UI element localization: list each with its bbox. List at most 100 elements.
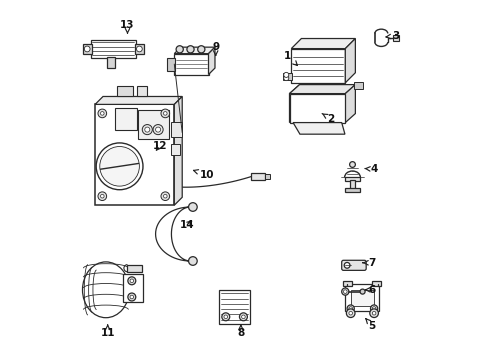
Text: 7: 7: [362, 258, 375, 268]
Polygon shape: [291, 39, 355, 49]
Circle shape: [344, 262, 349, 268]
Circle shape: [369, 309, 378, 318]
Bar: [353, 82, 362, 89]
Circle shape: [168, 154, 173, 159]
Circle shape: [188, 257, 197, 265]
Bar: [171, 144, 180, 155]
Bar: [345, 284, 379, 311]
Polygon shape: [208, 47, 215, 75]
Circle shape: [348, 311, 352, 315]
Text: 11: 11: [100, 325, 115, 338]
Bar: [143, 153, 167, 160]
Circle shape: [359, 289, 365, 294]
Bar: [250, 173, 265, 180]
Circle shape: [144, 127, 149, 132]
Circle shape: [166, 152, 175, 161]
Circle shape: [348, 307, 352, 310]
Polygon shape: [289, 94, 345, 123]
Polygon shape: [95, 96, 182, 104]
Text: 4: 4: [364, 164, 377, 174]
Bar: [174, 54, 208, 75]
Circle shape: [341, 288, 348, 295]
Bar: [138, 110, 168, 139]
Circle shape: [197, 46, 204, 53]
Bar: [344, 177, 360, 181]
Text: 1: 1: [284, 51, 297, 66]
Bar: [291, 49, 345, 83]
Circle shape: [84, 46, 90, 52]
Bar: [343, 281, 352, 286]
Circle shape: [101, 112, 104, 115]
Text: 3: 3: [385, 31, 399, 41]
Ellipse shape: [82, 262, 129, 318]
Bar: [283, 73, 291, 80]
Bar: [345, 188, 359, 192]
Bar: [95, 104, 174, 205]
Circle shape: [161, 109, 169, 118]
Bar: [107, 57, 115, 68]
Circle shape: [161, 192, 169, 201]
Text: 9: 9: [212, 42, 219, 55]
Circle shape: [163, 112, 167, 115]
Bar: [349, 180, 354, 189]
Polygon shape: [289, 85, 355, 94]
Circle shape: [163, 194, 167, 198]
Circle shape: [239, 313, 247, 321]
Bar: [136, 86, 147, 96]
Polygon shape: [345, 85, 355, 123]
Circle shape: [176, 46, 183, 53]
Circle shape: [98, 192, 106, 201]
FancyBboxPatch shape: [341, 260, 366, 270]
Bar: [167, 58, 175, 71]
Circle shape: [283, 72, 288, 77]
Circle shape: [371, 307, 375, 310]
Polygon shape: [155, 207, 190, 261]
Polygon shape: [345, 39, 355, 83]
Circle shape: [346, 309, 354, 318]
Text: 13: 13: [120, 20, 135, 33]
Circle shape: [343, 290, 346, 293]
Bar: [91, 40, 136, 58]
Circle shape: [241, 315, 244, 319]
Bar: [171, 122, 182, 137]
Polygon shape: [174, 47, 215, 54]
Bar: [371, 281, 381, 286]
Bar: [123, 274, 142, 302]
Circle shape: [188, 203, 197, 211]
Text: 12: 12: [152, 141, 167, 151]
Circle shape: [222, 313, 229, 321]
Bar: [127, 265, 142, 272]
Bar: [350, 290, 373, 306]
Text: 2: 2: [322, 113, 334, 124]
Bar: [219, 290, 249, 324]
Text: 14: 14: [179, 220, 194, 230]
Circle shape: [136, 46, 142, 52]
Circle shape: [101, 194, 104, 198]
Circle shape: [346, 305, 354, 312]
Circle shape: [371, 311, 375, 315]
Circle shape: [127, 293, 136, 301]
Polygon shape: [289, 85, 299, 123]
Circle shape: [142, 125, 152, 135]
Polygon shape: [292, 123, 344, 134]
Circle shape: [130, 295, 133, 299]
Circle shape: [98, 109, 106, 118]
Circle shape: [186, 46, 194, 53]
Circle shape: [155, 127, 160, 132]
Circle shape: [283, 76, 288, 81]
Circle shape: [100, 147, 139, 186]
Text: 5: 5: [365, 319, 375, 331]
Circle shape: [127, 277, 136, 285]
Bar: [115, 108, 136, 130]
Circle shape: [349, 162, 355, 167]
Text: 6: 6: [365, 285, 375, 295]
Bar: [264, 174, 269, 179]
Circle shape: [153, 125, 163, 135]
Bar: [134, 44, 143, 54]
Text: 8: 8: [237, 325, 244, 338]
Polygon shape: [174, 96, 182, 205]
Circle shape: [96, 143, 142, 190]
Circle shape: [130, 279, 133, 283]
Bar: [392, 35, 399, 41]
Bar: [82, 44, 92, 54]
